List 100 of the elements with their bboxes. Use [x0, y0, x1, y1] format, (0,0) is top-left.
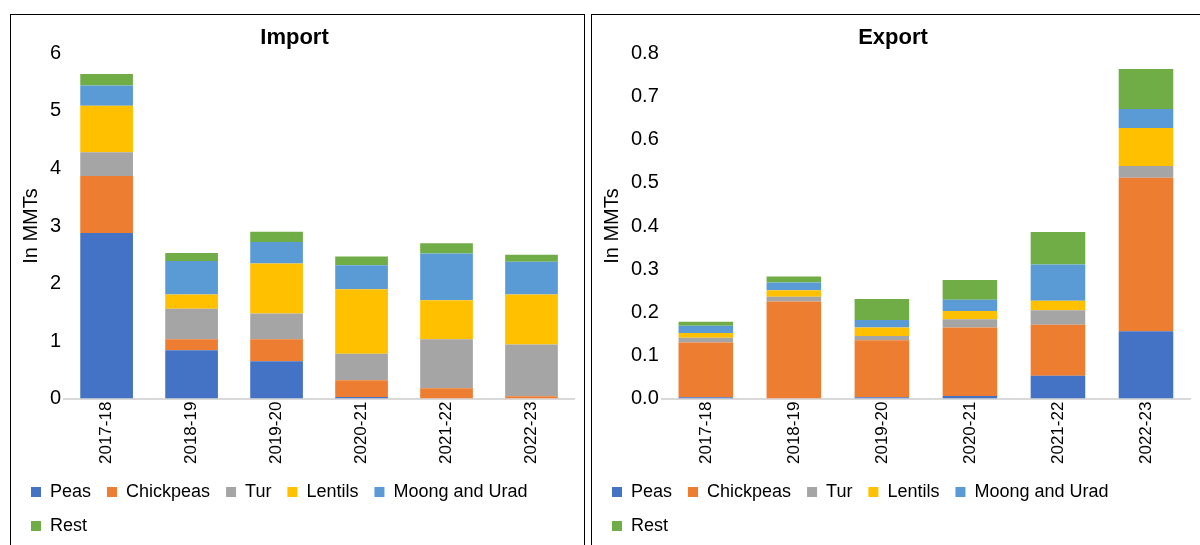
legend-label: Rest: [50, 514, 88, 535]
bar: [678, 325, 734, 334]
x-tick-label: 2019-20: [871, 401, 891, 464]
bar: [1030, 310, 1086, 325]
x-tick-label: 2019-20: [266, 401, 286, 464]
bar: [1030, 300, 1086, 311]
bar: [250, 242, 303, 264]
bar: [80, 74, 133, 86]
x-tick-label: 2020-21: [959, 401, 979, 464]
bar: [942, 299, 998, 312]
x-tick-label: 2022-23: [521, 401, 541, 464]
bar: [165, 261, 218, 295]
bar: [250, 339, 303, 362]
x-tick-label: 2017-18: [695, 401, 715, 464]
bar: [766, 290, 822, 297]
x-tick-label: 2018-19: [783, 401, 803, 464]
bar: [678, 333, 734, 338]
bar: [335, 353, 388, 381]
bar: [505, 344, 558, 397]
x-tick-label: 2021-22: [436, 401, 456, 464]
y-tick-label: 5: [50, 98, 62, 121]
bar: [1118, 177, 1174, 332]
bar: [165, 294, 218, 309]
legend-label: Lentils: [887, 480, 940, 501]
bar: [165, 308, 218, 340]
y-tick-label: 0.6: [630, 127, 659, 150]
bar: [335, 265, 388, 290]
y-tick-label: 2: [50, 271, 62, 294]
legend-label: Peas: [50, 480, 92, 501]
bar: [1030, 375, 1086, 399]
legend-label: Tur: [826, 480, 853, 501]
bar: [505, 294, 558, 345]
y-tick-label: 6: [50, 40, 62, 63]
bar: [766, 296, 822, 302]
bar: [420, 300, 473, 340]
bar: [854, 336, 910, 341]
bar: [766, 301, 822, 399]
bar: [854, 298, 910, 321]
bar: [335, 256, 388, 266]
bar: [1118, 166, 1174, 178]
chart-title: Import: [260, 24, 330, 50]
x-tick-label: 2017-18: [96, 401, 116, 464]
bar: [1030, 264, 1086, 301]
y-tick-label: 0.4: [630, 213, 659, 236]
legend-label: Moong and Urad: [974, 480, 1109, 501]
bar: [1030, 324, 1086, 376]
y-tick-label: 0.3: [630, 256, 659, 279]
bar: [80, 232, 133, 399]
y-tick-label: 0.7: [630, 84, 659, 107]
bar: [335, 289, 388, 354]
bar: [854, 340, 910, 398]
bar: [1118, 128, 1174, 167]
y-tick-label: 0: [50, 386, 62, 409]
bar: [766, 276, 822, 283]
bar: [80, 85, 133, 106]
y-axis-title: In MMTs: [599, 188, 622, 264]
bar: [165, 339, 218, 351]
bar: [335, 380, 388, 397]
y-tick-label: 4: [50, 155, 62, 178]
bar: [505, 261, 558, 295]
bar: [1118, 109, 1174, 129]
bar: [420, 339, 473, 389]
legend-label: Tur: [245, 480, 272, 501]
y-tick-label: 0.2: [630, 299, 659, 322]
bar: [678, 337, 734, 343]
legend-label: Peas: [631, 480, 673, 501]
bar: [942, 319, 998, 328]
bar: [250, 361, 303, 399]
legend-label: Chickpeas: [126, 480, 211, 501]
bar: [80, 105, 133, 153]
bar: [80, 175, 133, 233]
bar: [1030, 232, 1086, 265]
bar: [250, 231, 303, 243]
y-tick-label: 1: [50, 328, 62, 351]
bar: [942, 311, 998, 320]
x-tick-label: 2020-21: [351, 401, 371, 464]
bar: [678, 321, 734, 326]
legend-label: Rest: [631, 514, 669, 535]
x-tick-label: 2021-22: [1047, 401, 1067, 464]
bar: [942, 327, 998, 397]
y-tick-label: 0.8: [630, 40, 659, 63]
bar: [165, 253, 218, 262]
bar: [1118, 68, 1174, 110]
bar: [1118, 331, 1174, 399]
y-axis-title: In MMTs: [18, 188, 41, 264]
bar: [420, 243, 473, 254]
y-tick-label: 0.5: [630, 170, 659, 193]
bar: [942, 279, 998, 300]
bar: [505, 254, 558, 262]
y-tick-label: 3: [50, 213, 62, 236]
y-tick-label: 0.1: [630, 342, 659, 365]
bar: [250, 313, 303, 340]
bar: [165, 350, 218, 399]
chart-title: Export: [858, 24, 929, 50]
bar: [854, 320, 910, 328]
bar: [420, 253, 473, 301]
legend-label: Lentils: [306, 480, 359, 501]
bar: [80, 152, 133, 176]
legend-label: Moong and Urad: [393, 480, 528, 501]
x-tick-label: 2018-19: [181, 401, 201, 464]
